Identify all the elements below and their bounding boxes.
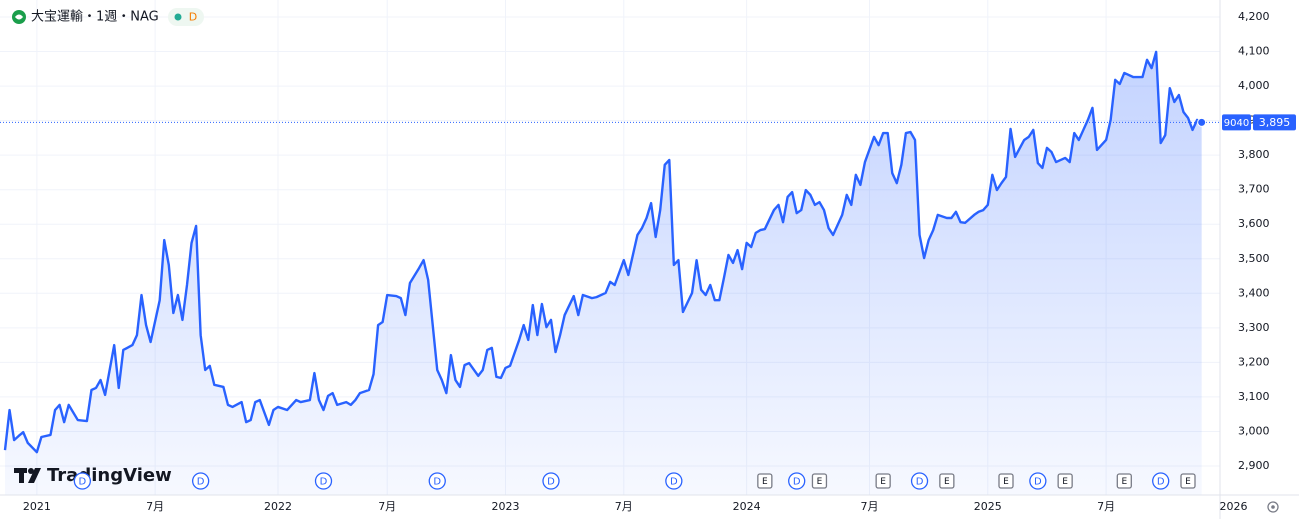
earnings-marker[interactable] [1057,473,1073,489]
x-tick-label: 2026 [1220,500,1248,513]
dividend-marker-label: D [433,477,441,488]
y-tick-label: 3,400 [1238,286,1270,299]
dividend-marker-label: D [78,477,86,488]
y-tick-label: 4,000 [1238,79,1270,92]
earnings-marker-label: E [817,477,823,487]
earnings-marker-label: E [1185,477,1191,487]
dividend-marker[interactable] [910,472,929,490]
price-line [3,50,1203,454]
dividend-marker[interactable] [191,472,210,490]
earnings-marker[interactable] [1180,473,1196,489]
last-point [1197,117,1207,127]
last-price-box [1253,114,1296,131]
symbol-code-box [1222,114,1251,131]
dividend-marker-label: D [793,477,801,488]
earnings-marker-label: E [880,477,886,487]
dividend-marker[interactable] [542,472,560,490]
symbol-code-label: 9040 [1224,118,1249,129]
dividend-marker[interactable] [1152,472,1170,490]
settings-icon-center [1271,505,1275,509]
earnings-marker[interactable] [939,473,955,489]
dividend-marker-label: D [320,477,328,488]
x-tick-label: 7月 [1097,500,1115,513]
earnings-marker-label: E [762,477,768,487]
earnings-marker-label: E [1121,477,1127,487]
y-tick-label: 3,300 [1238,321,1270,334]
earnings-marker[interactable] [875,473,891,489]
logo-part [19,468,24,483]
x-tick-label: 2025 [974,500,1002,513]
earnings-marker[interactable] [811,473,828,489]
x-tick-label: 7月 [861,500,879,513]
dividend-marker[interactable] [788,472,806,490]
dividend-marker-label: D [197,477,205,488]
logo-part [28,468,41,483]
dividend-marker[interactable] [665,472,683,490]
watermark-text: TradingView [47,465,172,486]
y-tick-label: 3,500 [1238,252,1270,265]
dividend-marker-label: D [670,477,678,488]
header: 大宝運輸・1週・NAG D [12,8,204,26]
x-tick-label: 7月 [615,500,633,513]
y-tick-label: 3,800 [1238,148,1270,161]
status-badge[interactable] [168,8,204,26]
dividend-marker-label: D [916,477,924,488]
earnings-marker-label: E [944,477,950,487]
y-tick-label: 4,100 [1238,45,1270,58]
settings-button[interactable] [1267,501,1279,513]
x-tick-label: 2022 [264,500,292,513]
dividend-marker[interactable] [314,472,333,490]
dividend-marker[interactable] [1029,472,1047,490]
earnings-marker[interactable] [1116,473,1132,489]
y-tick-label: 3,100 [1238,390,1270,403]
x-tick-label: 2021 [23,500,51,513]
x-tick-label: 7月 [378,500,396,513]
y-tick-label: 3,600 [1238,217,1270,230]
earnings-marker-label: E [1062,477,1068,487]
x-tick-label: 2023 [492,500,520,513]
y-tick-label: 3,000 [1238,424,1270,437]
y-tick-label: 2,900 [1238,459,1270,472]
symbol-logo-mark [15,14,23,20]
x-tick-label: 7月 [146,500,164,513]
dividend-marker-label: D [1157,477,1165,488]
symbol-title: 大宝運輸・1週・NAG [31,10,159,25]
y-tick-label: 3,700 [1238,183,1270,196]
y-tick-label: 4,200 [1238,10,1270,23]
earnings-marker-label: E [1003,477,1009,487]
dividend-marker-label: D [1034,477,1042,488]
earnings-marker[interactable] [998,473,1014,489]
status-dot [174,13,182,21]
last-price-label: 3,895 [1259,116,1291,129]
status-badge-label: D [189,11,197,24]
dividend-marker[interactable] [73,472,91,490]
x-tick-label: 2024 [733,500,761,513]
earnings-marker[interactable] [757,473,773,489]
dividend-marker-label: D [547,477,555,488]
dividend-marker[interactable] [428,472,446,490]
settings-icon[interactable] [1267,501,1279,513]
logo-part [28,468,34,474]
y-tick-label: 3,200 [1238,355,1270,368]
